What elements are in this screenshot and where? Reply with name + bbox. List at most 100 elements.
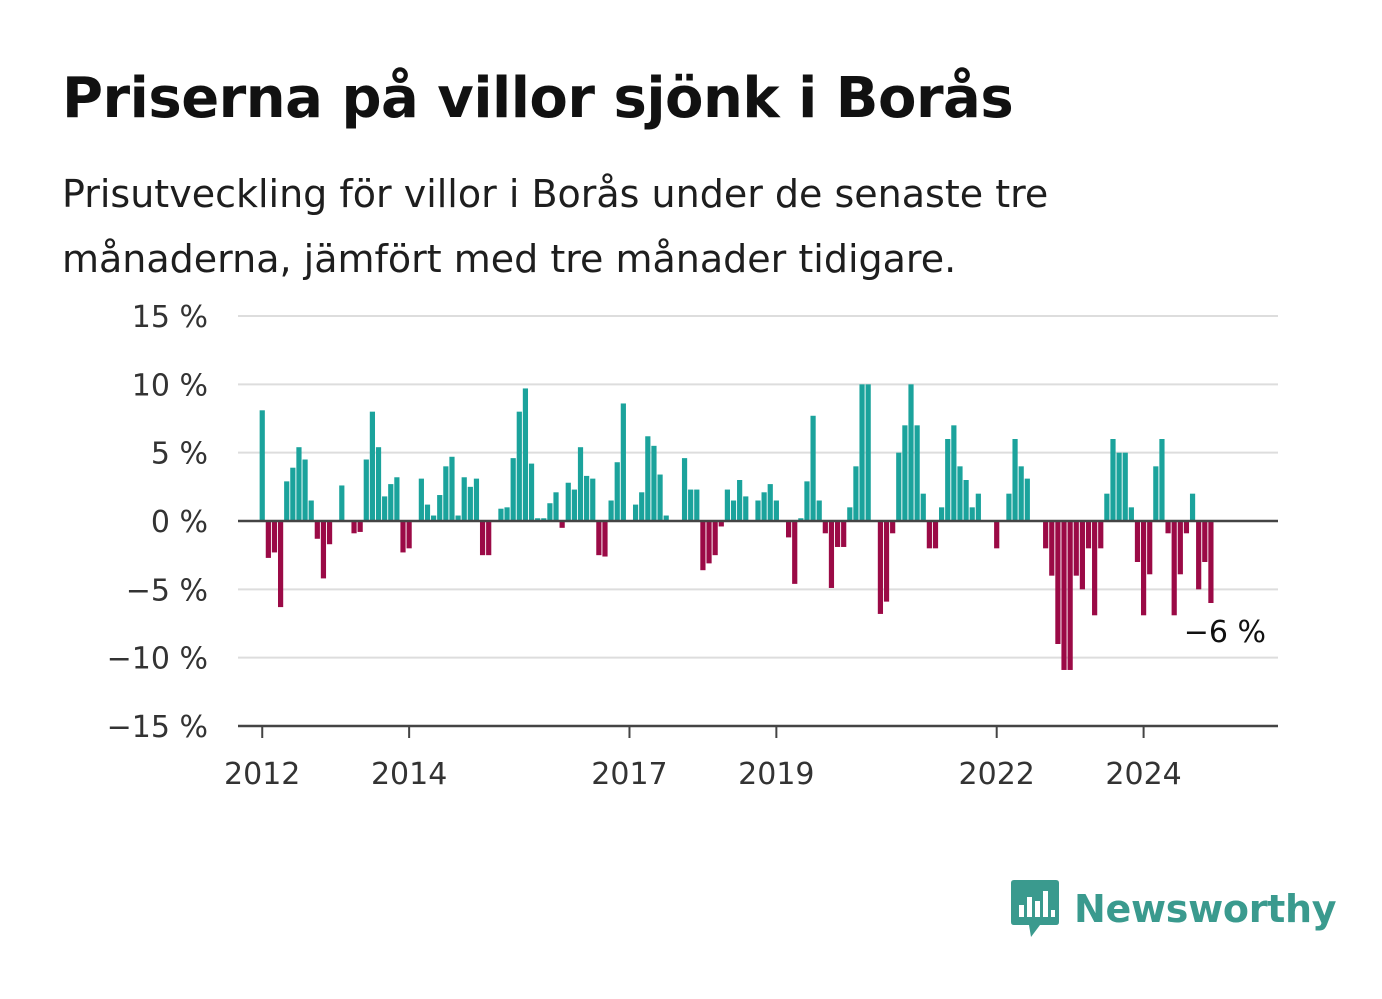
bar (467, 486, 473, 521)
bar (822, 521, 828, 534)
bar (1208, 521, 1214, 603)
bar (461, 477, 467, 521)
bar (1177, 521, 1183, 575)
bar (565, 482, 571, 521)
bar (730, 500, 737, 521)
bar (388, 484, 394, 521)
bar (773, 500, 779, 521)
bar (1104, 493, 1110, 521)
bar (590, 478, 596, 521)
bar (1165, 521, 1171, 534)
bar (712, 521, 718, 556)
bar (1092, 521, 1098, 616)
bar (516, 411, 522, 521)
bar (651, 445, 657, 521)
bar (1134, 521, 1141, 562)
bar (473, 478, 480, 521)
newsworthy-brand: Newsworthy (1010, 878, 1337, 940)
bar (877, 521, 884, 614)
bar (755, 500, 761, 521)
bar (890, 521, 896, 534)
bar (761, 492, 767, 521)
bar (559, 521, 565, 528)
bar (418, 478, 424, 521)
bar (620, 403, 626, 521)
bar (1196, 521, 1202, 590)
bar (1183, 521, 1190, 534)
bar (284, 481, 290, 521)
bar (498, 508, 504, 521)
bar (657, 474, 663, 521)
chart-subtitle: Prisutveckling för villor i Borås under … (62, 172, 1049, 281)
bars (259, 384, 1214, 670)
bar (908, 384, 914, 521)
bar (1122, 452, 1128, 521)
bar (792, 521, 798, 584)
bar (535, 518, 541, 521)
bar-chart: 15 %10 %5 %0 %−5 %−10 %−15 % 2012 2014 201… (107, 300, 1278, 792)
bar (957, 466, 963, 521)
bar (437, 495, 443, 521)
bar (663, 515, 669, 521)
y-tick-label: 0 % (151, 505, 208, 540)
x-axis-ticks: 2012 2014 2017 2019 2022 2024 (224, 726, 1182, 792)
y-axis-ticks: 15 % 10 % 5 % 0 % −5 % −10 % −15 % (107, 300, 208, 745)
bar (455, 515, 461, 521)
bar (853, 466, 859, 521)
bar (1171, 521, 1177, 616)
bar (577, 447, 584, 521)
bar (859, 384, 865, 521)
bar (1073, 521, 1079, 576)
chart-title: Priserna på villor sjönk i Borås (62, 66, 1014, 131)
bar (510, 458, 516, 521)
bar (834, 521, 841, 547)
bar (584, 475, 590, 521)
bar (277, 521, 284, 608)
bar (694, 489, 700, 521)
bar (1153, 466, 1159, 521)
bar (939, 507, 945, 521)
bar (302, 459, 308, 521)
bar (737, 480, 743, 521)
bar (394, 477, 400, 521)
bar (553, 492, 559, 521)
bar (914, 425, 920, 521)
bar (706, 521, 712, 564)
bar (896, 452, 902, 521)
bar (571, 489, 577, 521)
bar (1067, 521, 1073, 670)
bar (400, 521, 406, 553)
bar (688, 489, 694, 521)
bar (1079, 521, 1085, 590)
bar (608, 500, 614, 521)
bar (969, 507, 975, 521)
x-tick-label: 2017 (591, 757, 667, 792)
bar (700, 521, 706, 571)
bar (602, 521, 608, 557)
bar (841, 521, 847, 547)
bar (1055, 521, 1061, 644)
bar (798, 518, 804, 521)
bar (767, 484, 773, 521)
bar (1043, 521, 1049, 549)
bar (963, 480, 969, 521)
newsworthy-logo-icon (1011, 880, 1059, 937)
bar (724, 489, 730, 521)
bar (363, 459, 369, 521)
bar (681, 458, 688, 521)
y-tick-label: 10 % (132, 368, 208, 403)
bar (424, 504, 431, 521)
bar (1159, 439, 1165, 521)
bar (308, 500, 314, 521)
bar (596, 521, 602, 556)
bar (1140, 521, 1147, 616)
bar (902, 425, 908, 521)
bar (431, 515, 437, 521)
bar (639, 492, 645, 521)
y-tick-label: 15 % (132, 300, 208, 335)
bar (528, 463, 535, 521)
bar (547, 503, 553, 521)
bar (1085, 521, 1092, 549)
bar (1189, 493, 1196, 521)
bar (920, 493, 926, 521)
